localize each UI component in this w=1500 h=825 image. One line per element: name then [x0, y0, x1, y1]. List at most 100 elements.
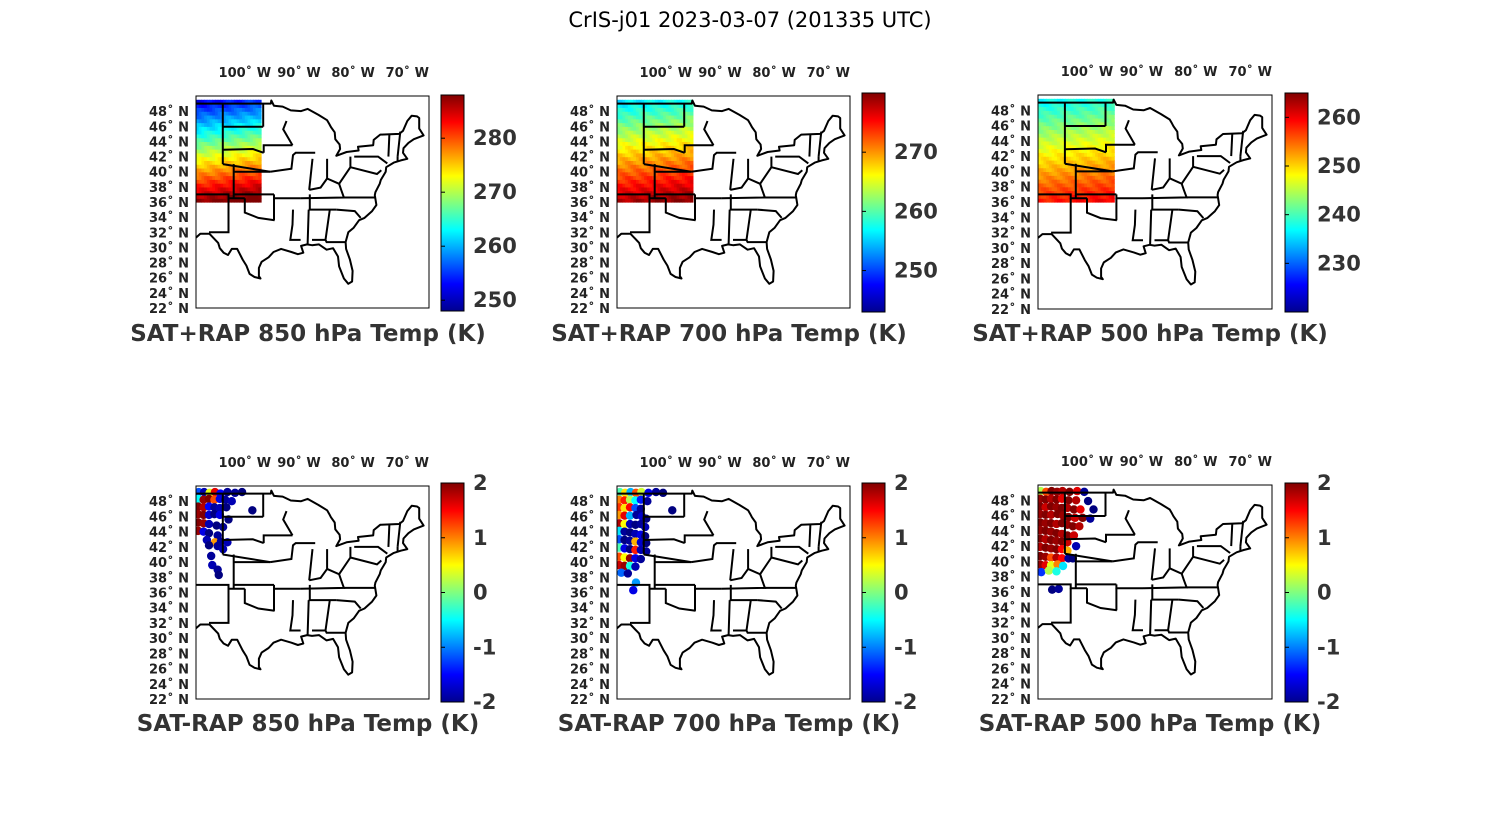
field-cell	[644, 99, 648, 105]
field-cell	[1048, 106, 1053, 111]
field-cell	[247, 160, 251, 165]
field-cell	[690, 149, 694, 154]
field-cell	[687, 126, 691, 131]
field-cell	[1043, 156, 1047, 161]
field-cell	[258, 126, 262, 131]
state-boundary	[262, 144, 293, 153]
field-cell	[668, 126, 672, 131]
field-cell	[1111, 198, 1115, 203]
field-cell	[1073, 198, 1077, 203]
field-cell	[250, 149, 254, 154]
field-cell	[1097, 129, 1102, 134]
field-cell	[239, 145, 243, 150]
field-cell	[228, 133, 232, 139]
field-cell	[665, 130, 670, 135]
diff-point	[631, 562, 640, 571]
field-cell	[242, 107, 246, 112]
field-cell	[236, 133, 240, 139]
field-cell	[687, 145, 691, 150]
field-cell	[1073, 129, 1077, 134]
field-cell	[619, 179, 624, 184]
field-cell	[201, 175, 205, 180]
diff-point	[1069, 505, 1079, 514]
field-cell	[206, 183, 211, 188]
field-cell	[244, 186, 249, 192]
field-cell	[617, 111, 621, 116]
field-cell	[630, 130, 634, 135]
lat-tick-label: 24˚ N	[570, 286, 610, 302]
field-cell	[252, 133, 257, 139]
field-cell	[1062, 179, 1066, 184]
field-cell	[258, 99, 262, 105]
field-cell	[1108, 140, 1113, 146]
field-cell	[660, 190, 664, 196]
field-cell	[676, 107, 680, 112]
field-cell	[668, 99, 672, 105]
field-cell	[665, 145, 670, 150]
field-cell	[1046, 190, 1050, 195]
field-cell	[633, 103, 637, 108]
field-cell	[671, 141, 675, 146]
field-cell	[673, 118, 678, 124]
field-cell	[212, 133, 216, 139]
field-cell	[1065, 171, 1069, 176]
field-cell	[619, 114, 624, 120]
field-cell	[201, 198, 205, 203]
field-cell	[1057, 125, 1061, 130]
diff-point	[1071, 496, 1081, 505]
field-cell	[250, 164, 254, 169]
field-cell	[1111, 171, 1115, 176]
field-cell	[242, 164, 246, 169]
field-cell	[619, 118, 624, 124]
field-cell	[668, 149, 672, 154]
field-cell	[220, 171, 224, 177]
field-cell	[228, 190, 232, 196]
field-cell	[1059, 159, 1064, 165]
field-cell	[1108, 186, 1113, 192]
state-boundary	[309, 568, 328, 582]
field-cell	[1040, 163, 1045, 169]
field-cell	[252, 164, 257, 169]
field-cell	[687, 149, 691, 154]
field-cell	[239, 190, 243, 196]
field-cell	[1043, 129, 1047, 134]
field-cell	[646, 103, 651, 108]
field-cell	[625, 190, 629, 196]
field-cell	[239, 152, 243, 158]
field-cell	[223, 99, 227, 105]
lat-tick-label: 40˚ N	[991, 554, 1031, 570]
field-cell	[1084, 190, 1088, 195]
state-boundary	[730, 568, 749, 582]
field-cell	[1038, 133, 1042, 138]
field-cell	[228, 152, 232, 158]
field-cell	[1086, 148, 1091, 153]
field-cell	[204, 118, 208, 124]
field-cell	[1054, 194, 1058, 199]
field-cell	[676, 171, 680, 177]
field-cell	[644, 198, 648, 203]
field-cell	[255, 183, 259, 188]
field-cell	[228, 149, 232, 154]
state-boundary	[1064, 552, 1113, 563]
field-cell	[1065, 125, 1069, 130]
field-cell	[641, 190, 645, 196]
field-cell	[209, 107, 213, 112]
state-boundary	[243, 198, 275, 222]
field-cell	[646, 107, 651, 112]
field-cell	[1070, 117, 1074, 123]
diff-point	[227, 497, 236, 506]
field-cell	[250, 160, 254, 165]
field-cell	[657, 137, 661, 143]
field-cell	[1067, 167, 1072, 173]
field-cell	[1106, 129, 1110, 134]
field-cell	[250, 107, 254, 112]
field-cell	[649, 133, 653, 139]
field-cell	[236, 111, 240, 116]
field-cell	[687, 122, 691, 127]
field-cell	[1054, 167, 1058, 173]
field-cell	[1111, 144, 1115, 150]
field-cell	[1059, 194, 1064, 199]
state-boundary	[1086, 198, 1118, 222]
field-cell	[1070, 125, 1074, 130]
field-cell	[682, 152, 686, 158]
